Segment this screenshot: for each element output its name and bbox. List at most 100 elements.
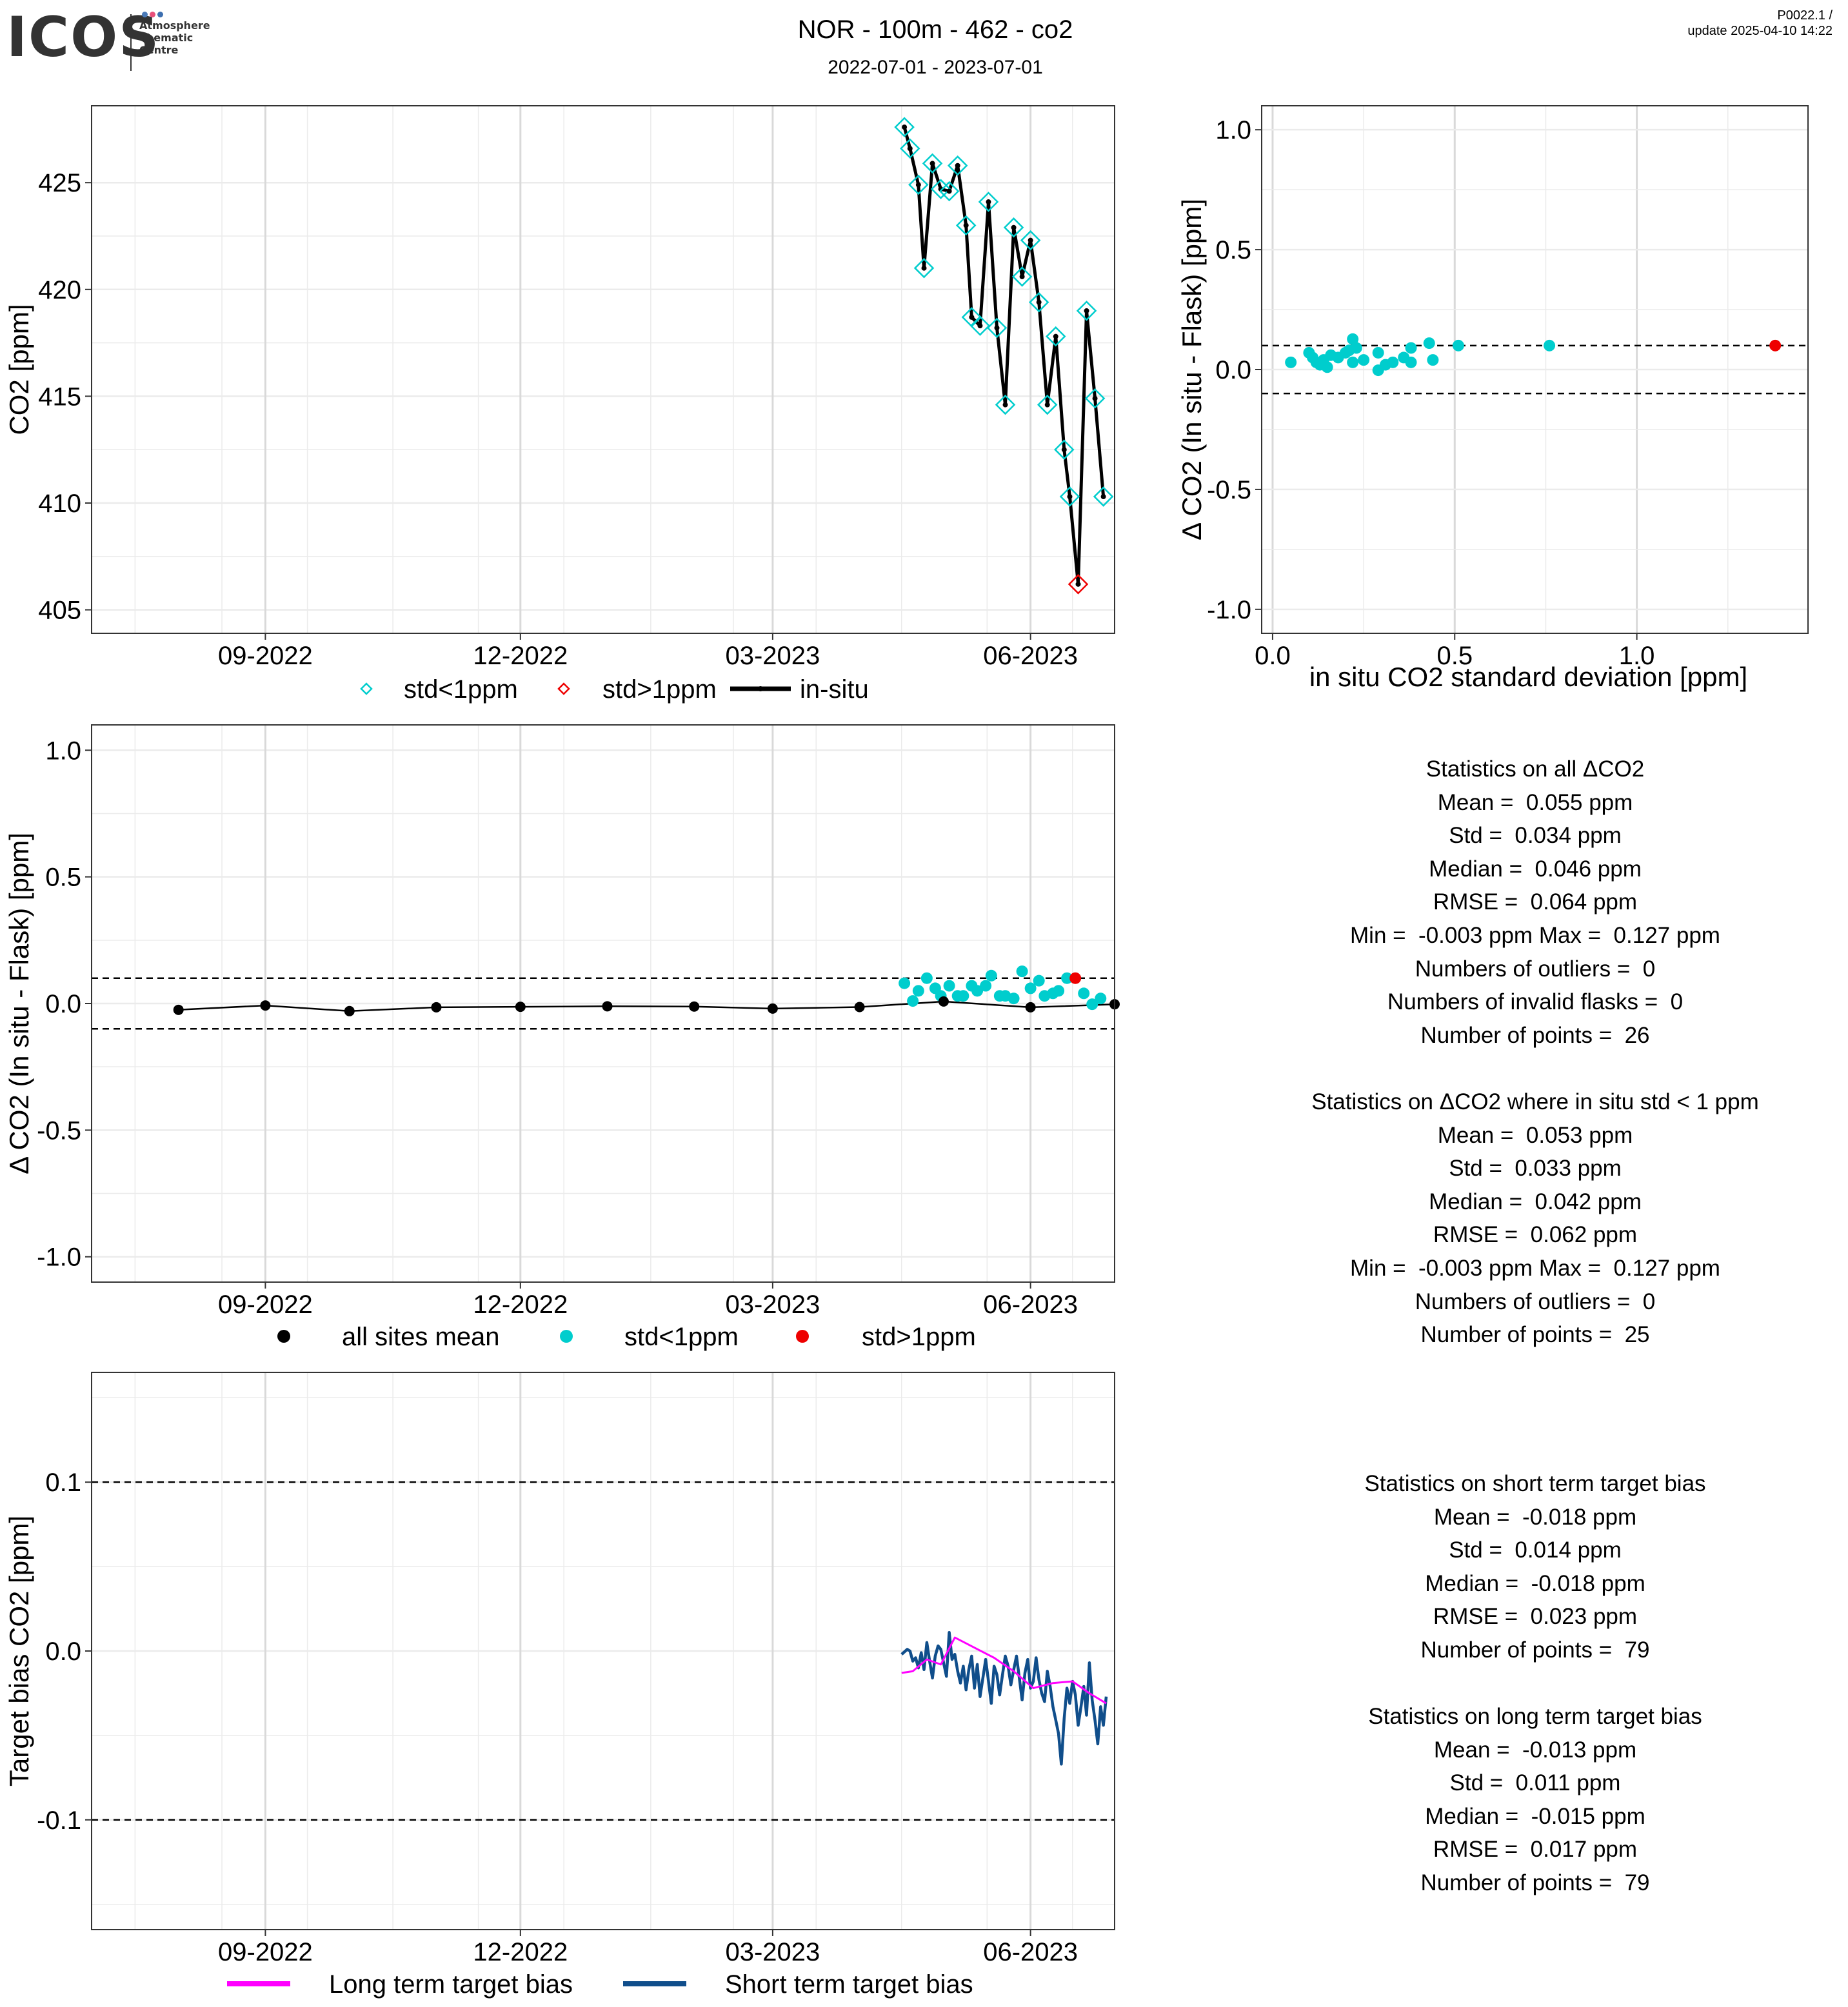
delta-point <box>1008 993 1020 1005</box>
insitu-point <box>955 163 960 168</box>
insitu-point <box>1028 237 1033 243</box>
update-label: update 2025-04-10 14:22 <box>1687 24 1833 38</box>
scatter-point <box>1427 354 1439 366</box>
stats-std-line: Std = 0.033 ppm <box>1449 1156 1622 1181</box>
stats-std-line: RMSE = 0.062 ppm <box>1433 1222 1638 1248</box>
delta-point <box>1024 982 1037 994</box>
scatter-ytick-label: 0.5 <box>1215 236 1251 264</box>
delta-point <box>907 995 919 1007</box>
insitu-point <box>986 199 991 205</box>
scatter-point <box>1372 346 1384 359</box>
mean-point <box>938 996 949 1007</box>
insitu-point <box>902 124 908 130</box>
flask-diamond <box>1020 230 1041 251</box>
scatter-border <box>1261 105 1809 634</box>
legend-std-lt-1-diamond <box>360 682 373 695</box>
mean-point <box>602 1001 613 1012</box>
scatter-point <box>1347 356 1359 368</box>
delta-ytick-label: 0.0 <box>45 990 81 1018</box>
stats-short-line: Std = 0.014 ppm <box>1449 1537 1622 1563</box>
flask-diamond <box>930 179 951 199</box>
scatter-point <box>1405 342 1417 354</box>
scatter-xtick-label: 1.0 <box>1619 642 1655 670</box>
stats-std-line: Number of points = 25 <box>1420 1322 1650 1348</box>
target-ytick-label: -0.1 <box>37 1806 81 1835</box>
mean-point <box>260 1000 271 1011</box>
insitu-point <box>1044 402 1050 408</box>
legend-std-lt-1-dot <box>560 1330 573 1343</box>
flask-diamond <box>947 155 968 176</box>
insitu-xtick-label: 12-2022 <box>473 642 568 670</box>
insitu-ytick-label: 420 <box>38 276 81 304</box>
stats-std-line: Median = 0.042 ppm <box>1429 1189 1642 1214</box>
delta-point <box>1061 972 1073 984</box>
insitu-point <box>963 222 969 228</box>
delta-point <box>971 985 984 997</box>
scatter-point <box>1769 339 1782 351</box>
logo-dot-blue <box>142 12 148 17</box>
legend-in-situ-label: in-situ <box>800 675 869 704</box>
logo-dot-blue2 <box>157 12 163 17</box>
target-xtick-label: 09-2022 <box>218 1938 313 1966</box>
stats-std-line: Numbers of outliers = 0 <box>1415 1289 1656 1314</box>
stats-all-line: Number of points = 26 <box>1420 1022 1650 1048</box>
stats-all-line: Min = -0.003 ppm Max = 0.127 ppm <box>1350 922 1720 948</box>
delta-point <box>1086 998 1098 1011</box>
stats-long-line: RMSE = 0.017 ppm <box>1433 1837 1638 1863</box>
stats-short-line: RMSE = 0.023 ppm <box>1433 1604 1638 1630</box>
flask-diamond <box>922 153 943 174</box>
stats-std-line: Min = -0.003 ppm Max = 0.127 ppm <box>1350 1255 1720 1281</box>
logo-divider <box>130 14 132 71</box>
delta-xtick-label: 09-2022 <box>218 1290 313 1319</box>
stats-long-title: Statistics on long term target bias <box>1368 1704 1702 1729</box>
insitu-xtick-label: 09-2022 <box>218 642 313 670</box>
delta-point <box>980 980 992 992</box>
mean-point <box>1025 1002 1036 1013</box>
mean-point <box>515 1002 526 1013</box>
flask-diamond <box>1054 439 1075 460</box>
scatter-point <box>1350 342 1362 354</box>
scatter-point <box>1387 356 1399 368</box>
insitu-point <box>977 323 983 329</box>
stats-std-line: Mean = 0.053 ppm <box>1437 1122 1633 1148</box>
insitu-point <box>1036 299 1042 305</box>
delta-ytick-label: -1.0 <box>37 1243 81 1272</box>
delta-point <box>1033 974 1045 987</box>
scatter-point <box>1452 339 1464 351</box>
flask-diamond <box>995 394 1016 415</box>
scatter-ytick-label: -0.5 <box>1207 476 1251 504</box>
flask-diamond <box>1011 266 1033 287</box>
flask-diamond <box>1037 394 1058 415</box>
delta-xtick-label: 03-2023 <box>725 1290 820 1319</box>
legend-all-sites-mean-dot <box>277 1330 290 1343</box>
flask-diamond <box>1028 292 1049 313</box>
insitu-xtick-label: 03-2023 <box>725 642 820 670</box>
page-title: NOR - 100m - 462 - co2 <box>797 15 1073 44</box>
logo-subtitle-line-3: Centre <box>139 44 179 56</box>
scatter-point <box>1358 354 1370 366</box>
mean-line <box>178 1000 1115 1013</box>
insitu-point <box>1075 581 1081 587</box>
flask-diamond <box>1003 217 1024 238</box>
stats-all-line: Std = 0.034 ppm <box>1449 823 1622 849</box>
version-label: P0022.1 / <box>1777 8 1833 23</box>
stats-std-panel: Statistics on ΔCO2 where in situ std < 1… <box>1245 1085 1825 1352</box>
stats-short-line: Median = -0.018 ppm <box>1425 1570 1645 1596</box>
delta-ytick-label: 0.5 <box>45 864 81 892</box>
date-range: 2022-07-01 - 2023-07-01 <box>828 57 1043 78</box>
logo-wordmark: ICOS <box>6 5 161 70</box>
stats-all-title: Statistics on all ΔCO2 <box>1426 756 1645 782</box>
flask-diamond <box>978 192 999 212</box>
legend-all-sites-mean-label: all sites mean <box>342 1323 500 1351</box>
delta-point <box>957 990 969 1002</box>
insitu-point <box>907 146 913 152</box>
insitu-xtick-label: 06-2023 <box>983 642 1078 670</box>
logo-subtitle-line-2: Thematic <box>139 32 194 44</box>
insitu-point <box>1092 395 1098 401</box>
scatter-point <box>1321 361 1333 373</box>
insitu-point <box>921 265 927 271</box>
mean-point <box>854 1002 865 1013</box>
insitu-point <box>929 161 935 166</box>
target-xtick-label: 06-2023 <box>983 1938 1078 1966</box>
